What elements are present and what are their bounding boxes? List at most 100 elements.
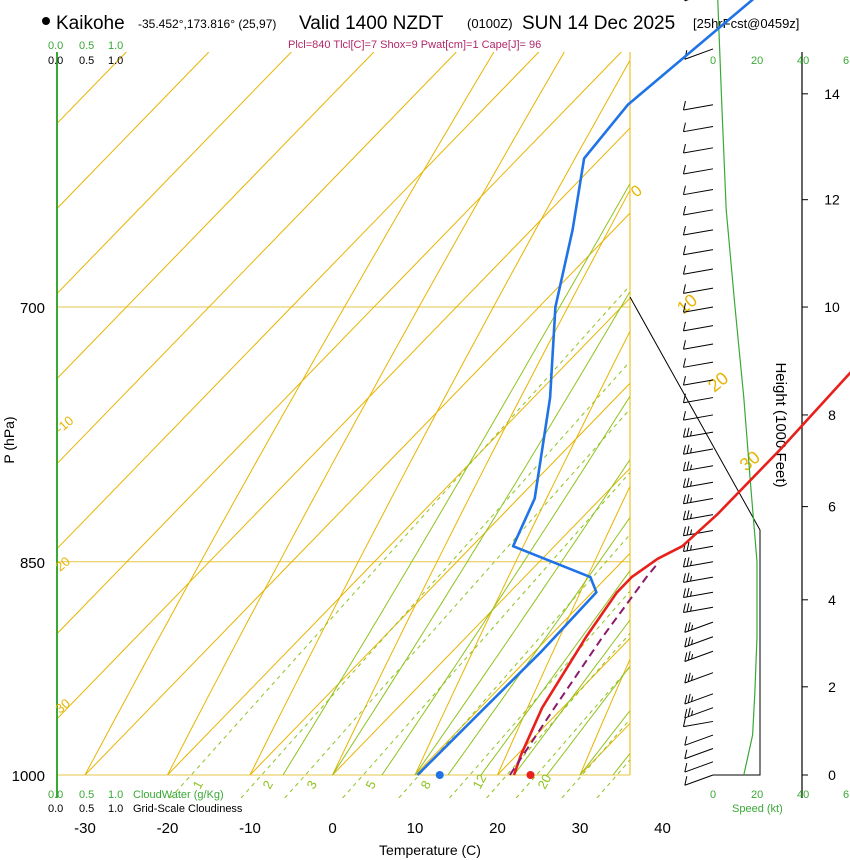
- mixing-ratio-3: [284, 408, 630, 798]
- isotherm--80: [57, 52, 375, 380]
- wind-barb-flag-23-0: [682, 411, 686, 421]
- pressure-tick-labels: 2503004005007008501000: [12, 300, 45, 785]
- wind-barb-half-17: [690, 513, 693, 519]
- wind-barb-36: [683, 168, 714, 175]
- speed-top-6: 6: [843, 55, 849, 67]
- pressure-tick-700: 700: [20, 300, 45, 317]
- height-tick-10: 10: [824, 299, 840, 315]
- moist-adiabat-2: [381, 395, 630, 775]
- wind-barb-24: [683, 397, 714, 404]
- wind-barb-25: [683, 379, 714, 386]
- wind-barb-flag-37-0: [682, 143, 686, 154]
- station-marker: [42, 17, 50, 25]
- cloud-scale-bottom-green-2: 1.0: [108, 789, 123, 801]
- isotherm--100: [57, 52, 210, 210]
- wind-barb-flag-38-0: [682, 122, 686, 132]
- wind-barb-21: [683, 448, 714, 455]
- temperature-curve: [512, 371, 850, 776]
- wind-barb-flag-17-0: [682, 510, 686, 520]
- speed-bottom-40: 40: [797, 789, 809, 801]
- wind-barb-flag-19-0: [682, 478, 686, 488]
- isotherm-20: [497, 637, 630, 775]
- moist-adiabat-6: [513, 619, 630, 775]
- speed-top-40: 40: [797, 55, 809, 67]
- wind-barb-27: [683, 343, 714, 350]
- wind-barb-half-16: [690, 529, 693, 535]
- wind-barb-half-8: [691, 653, 694, 660]
- isotherm--10: [249, 382, 630, 775]
- temperature-tick-10: 10: [407, 820, 424, 837]
- valid-time: Valid 1400 NZDT: [299, 13, 444, 34]
- wind-barb-flag-1-0: [684, 762, 688, 773]
- cloud-scale-top-black-0: 0.0: [48, 55, 63, 67]
- wind-barb-half-19: [690, 481, 693, 487]
- wind-barb-7: [684, 672, 714, 684]
- wind-barb-flag-22-0: [682, 428, 686, 438]
- terrain-outline: [629, 296, 761, 776]
- dewpoint-curve: [416, 0, 755, 776]
- wind-barb-flag-4-0: [682, 717, 686, 727]
- wind-barb-0: [684, 774, 714, 786]
- isotherm--60: [57, 52, 540, 550]
- cloud-scale-top-green-1: 0.5: [79, 40, 94, 52]
- wind-barb-29: [683, 306, 714, 313]
- mixing-ratio-label-3: 3: [303, 778, 320, 791]
- pressure-tick-1000: 1000: [12, 768, 45, 785]
- wind-barb-flag-26-0: [682, 358, 686, 368]
- wind-barb-2: [684, 748, 714, 760]
- wind-barb-flag-20-0: [682, 461, 686, 472]
- isotherm-label--10: -10: [52, 413, 76, 437]
- wind-barb-flag-3-0: [684, 736, 688, 746]
- wind-barb-flag-21-1: [686, 444, 690, 454]
- wind-barb-half-21: [690, 447, 693, 454]
- mixing-ratio-label-8: 8: [417, 778, 434, 791]
- isotherm--90: [57, 52, 292, 295]
- wind-barb-half-7: [691, 675, 694, 681]
- wind-barb-flag-0-0: [684, 776, 688, 786]
- wind-barb-flag-16-1: [686, 526, 690, 536]
- isotherm-label-0: 0: [628, 182, 646, 201]
- wind-barb-flag-11-0: [682, 603, 686, 613]
- speed-bottom-20: 20: [751, 789, 763, 801]
- wind-barb-9: [684, 636, 714, 648]
- moist-adiabat-5: [480, 569, 630, 775]
- wind-barb-flag-14-1: [686, 557, 690, 567]
- mixing-ratio-label-2: 2: [259, 778, 276, 791]
- wind-speed-label: Speed (kt): [732, 803, 783, 815]
- wind-barb-14: [683, 561, 714, 568]
- height-axis-title: Height (1000 Feet): [772, 362, 789, 487]
- forecast-date: SUN 14 Dec 2025: [522, 13, 675, 34]
- wind-barb-flag-33-0: [682, 225, 686, 236]
- wind-barb-6: [684, 693, 714, 705]
- wind-barb-flag-31-0: [682, 265, 686, 275]
- mixing-ratio-label-12: 12: [469, 772, 489, 792]
- isotherm-label-20: 20: [704, 368, 732, 396]
- wind-barb-half-10: [691, 624, 694, 631]
- wind-barb-flag-7-0: [684, 673, 688, 684]
- wind-barb-flag-15-1: [686, 541, 690, 551]
- cloud-scale-bottom-green-1: 0.5: [79, 789, 94, 801]
- dry-adiabat-2: [249, 59, 630, 775]
- wind-barb-half-12: [690, 591, 693, 597]
- isotherm-label--30: 30: [52, 696, 73, 717]
- mixing-ratio-label-5: 5: [362, 778, 379, 791]
- temperature-tick--10: -10: [239, 820, 261, 837]
- wind-barb-flag-6-1: [687, 693, 691, 703]
- wind-barb-32: [683, 249, 714, 256]
- cloud-scale-bottom-black-0: 0.0: [48, 803, 63, 815]
- wind-panel: [629, 0, 803, 798]
- isotherm--20: [167, 297, 630, 775]
- wind-barb-half-6: [691, 696, 694, 702]
- wind-barb-20: [683, 465, 714, 472]
- temperature-tick--20: -20: [157, 820, 179, 837]
- wind-barb-26: [683, 361, 714, 368]
- wind-barb-flag-10-0: [684, 623, 688, 633]
- wind-speed-scale-bottom: 0 20 40 6 Speed (kt): [710, 789, 849, 815]
- isotherm-lines: [57, 52, 630, 775]
- wind-barb-4: [683, 720, 714, 728]
- temperature-tick-30: 30: [572, 820, 589, 837]
- isotherm-30: [579, 722, 630, 775]
- surface-dewpoint-dot: [435, 771, 444, 779]
- station-name: Kaikohe: [56, 13, 125, 34]
